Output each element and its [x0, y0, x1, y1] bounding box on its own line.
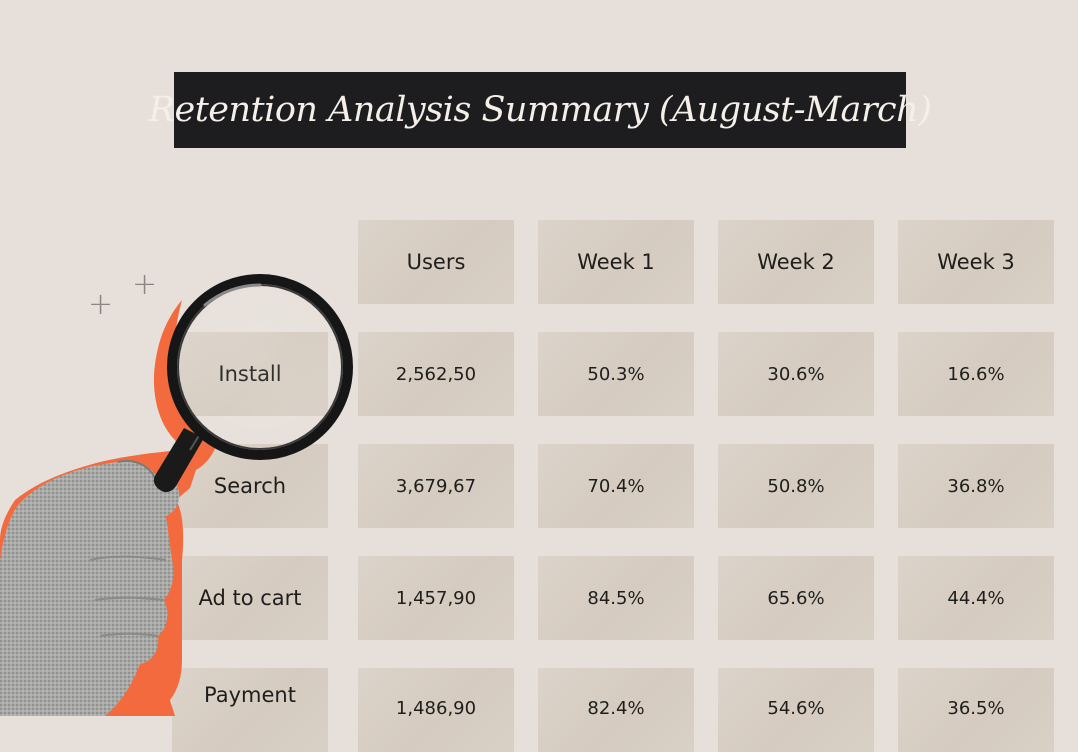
row-label-install: Install [172, 332, 328, 416]
table-cell: 30.6% [718, 332, 874, 416]
column-header-week-2: Week 2 [718, 220, 874, 304]
column-header-users: Users [358, 220, 514, 304]
column-header-week-1: Week 1 [538, 220, 694, 304]
table-cell: 2,562,50 [358, 332, 514, 416]
table-cell: 84.5% [538, 556, 694, 640]
table-cell: 16.6% [898, 332, 1054, 416]
hand-illustration [0, 460, 180, 716]
column-header-week-3: Week 3 [898, 220, 1054, 304]
table-cell: 50.8% [718, 444, 874, 528]
table-cell: 65.6% [718, 556, 874, 640]
title-banner: Retention Analysis Summary (August-March… [149, 72, 932, 148]
table-cell: 54.6% [718, 668, 874, 752]
table-cell: 36.8% [898, 444, 1054, 528]
table-cell: 36.5% [898, 668, 1054, 752]
row-label-ad-to-cart: Ad to cart [172, 556, 328, 640]
row-label-payment: Payment [172, 668, 328, 752]
table-cell: 82.4% [538, 668, 694, 752]
plus-icon: + [132, 267, 158, 302]
table-cell: 44.4% [898, 556, 1054, 640]
row-label-search: Search [172, 444, 328, 528]
table-cell: 1,457,90 [358, 556, 514, 640]
table-cell: 1,486,90 [358, 668, 514, 752]
table-cell: 70.4% [538, 444, 694, 528]
plus-icon: + [88, 287, 114, 322]
page-title: Retention Analysis Summary (August-March… [148, 90, 932, 130]
table-cell: 3,679,67 [358, 444, 514, 528]
table-cell: 50.3% [538, 332, 694, 416]
